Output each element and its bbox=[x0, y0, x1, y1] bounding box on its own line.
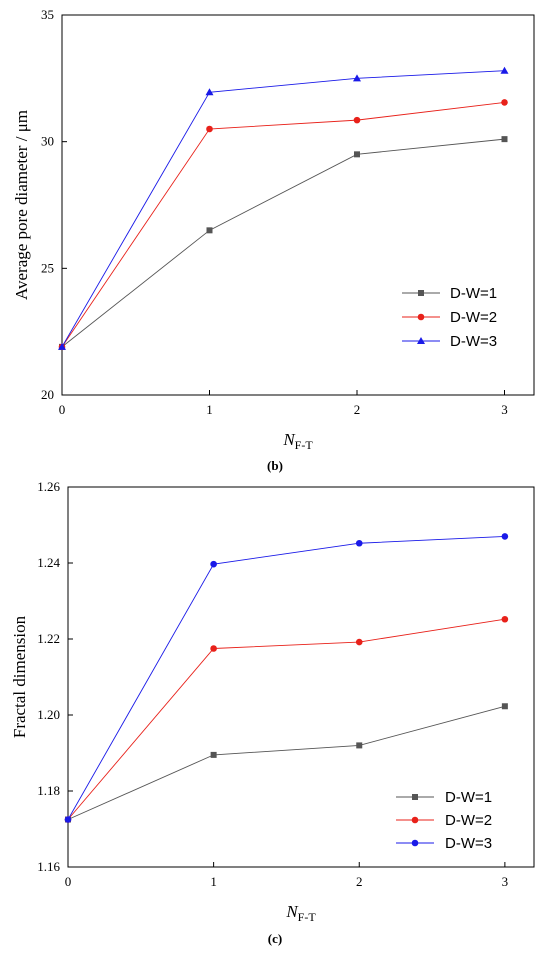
data-point bbox=[355, 638, 363, 646]
x-axis-ticks: 0 1 2 3 bbox=[59, 390, 508, 417]
y-tick-label: 20 bbox=[41, 387, 54, 402]
legend-item: D-W=2 bbox=[396, 812, 492, 829]
series-line bbox=[67, 705, 505, 820]
data-point bbox=[206, 227, 213, 234]
x-tick-label: 0 bbox=[59, 402, 66, 417]
x-tick-label: 0 bbox=[65, 874, 72, 889]
y-tick-label: 30 bbox=[41, 134, 54, 149]
y-tick-label: 1.18 bbox=[37, 783, 60, 798]
data-point bbox=[501, 99, 508, 106]
legend-marker bbox=[412, 794, 418, 800]
data-point bbox=[356, 742, 363, 749]
x-tick-label: 1 bbox=[210, 874, 217, 889]
y-tick-label: 35 bbox=[41, 7, 54, 22]
data-point bbox=[355, 539, 363, 547]
series-line bbox=[61, 70, 505, 348]
legend-marker bbox=[417, 337, 425, 344]
plot-frame bbox=[67, 486, 535, 868]
plot-frame bbox=[61, 14, 535, 396]
chart-panel-b: 20 25 30 35 0 1 2 3 Average pore diameter / μm… bbox=[12, 7, 535, 473]
series-1 bbox=[65, 703, 508, 823]
chart-panel-c: 1.16 1.18 1.20 1.22 1.24 1.26 0 1 2 3 Fractal di… bbox=[10, 479, 535, 946]
legend-item: D-W=3 bbox=[396, 835, 492, 852]
legend-marker bbox=[411, 839, 419, 847]
data-point bbox=[210, 751, 217, 758]
x-tick-label: 3 bbox=[502, 874, 509, 889]
series-group bbox=[64, 533, 509, 823]
legend-label: D-W=1 bbox=[450, 285, 497, 302]
series-group bbox=[58, 66, 509, 351]
x-axis-title-main: N bbox=[282, 430, 296, 449]
y-axis-ticks: 1.16 1.18 1.20 1.22 1.24 1.26 bbox=[37, 479, 73, 874]
x-axis-title: NF-T bbox=[282, 430, 313, 452]
legend-marker bbox=[411, 816, 419, 824]
y-tick-label: 1.16 bbox=[37, 859, 60, 874]
series-1 bbox=[59, 136, 508, 350]
data-point bbox=[64, 816, 72, 823]
legend-item: D-W=2 bbox=[402, 309, 497, 326]
y-axis-ticks: 20 25 30 35 bbox=[41, 7, 67, 402]
legend-item: D-W=1 bbox=[402, 285, 497, 302]
legend-label: D-W=1 bbox=[445, 789, 492, 806]
y-tick-label: 1.26 bbox=[37, 479, 60, 494]
legend-item: D-W=3 bbox=[402, 333, 497, 350]
y-tick-label: 1.20 bbox=[37, 707, 60, 722]
x-axis-title-sub: F-T bbox=[295, 438, 314, 452]
x-tick-label: 2 bbox=[356, 874, 363, 889]
series-line bbox=[67, 618, 505, 820]
x-axis-ticks: 0 1 2 3 bbox=[65, 862, 508, 889]
x-axis-title: NF-T bbox=[285, 902, 316, 924]
legend-marker bbox=[418, 290, 424, 296]
data-point bbox=[501, 136, 508, 143]
y-axis-title: Average pore diameter / μm bbox=[12, 110, 31, 300]
series-2 bbox=[64, 615, 509, 823]
panel-label: (b) bbox=[267, 458, 283, 473]
legend-label: D-W=2 bbox=[450, 309, 497, 326]
legend-label: D-W=3 bbox=[450, 333, 497, 350]
legend: D-W=1 D-W=2 D-W=3 bbox=[396, 789, 492, 852]
panel-label: (c) bbox=[268, 931, 282, 946]
legend-label: D-W=2 bbox=[445, 812, 492, 829]
legend: D-W=1 D-W=2 D-W=3 bbox=[402, 285, 497, 350]
series-line bbox=[61, 101, 505, 348]
series-2 bbox=[58, 99, 508, 351]
data-point bbox=[353, 116, 361, 124]
x-tick-label: 3 bbox=[501, 402, 508, 417]
data-point bbox=[501, 703, 508, 710]
data-point bbox=[354, 151, 360, 158]
y-tick-label: 25 bbox=[41, 260, 54, 275]
x-axis-title-sub: F-T bbox=[298, 910, 317, 924]
data-point bbox=[501, 615, 509, 623]
x-tick-label: 1 bbox=[206, 402, 213, 417]
legend-label: D-W=3 bbox=[445, 835, 492, 852]
series-line bbox=[67, 535, 505, 820]
x-axis-title-main: N bbox=[285, 902, 299, 921]
series-3 bbox=[64, 533, 509, 823]
data-point bbox=[210, 645, 217, 652]
data-point bbox=[58, 342, 66, 350]
x-tick-label: 2 bbox=[354, 402, 361, 417]
y-tick-label: 1.22 bbox=[37, 631, 60, 646]
series-line bbox=[61, 138, 505, 348]
series-3 bbox=[58, 66, 509, 350]
legend-item: D-W=1 bbox=[396, 789, 492, 806]
y-tick-label: 1.24 bbox=[37, 555, 60, 570]
legend-marker bbox=[417, 313, 425, 321]
y-axis-title: Fractal dimension bbox=[10, 615, 29, 738]
data-point bbox=[205, 88, 214, 96]
data-point bbox=[501, 533, 509, 540]
data-point bbox=[353, 74, 361, 82]
data-point bbox=[206, 125, 213, 133]
data-point bbox=[210, 560, 217, 568]
data-point bbox=[500, 66, 509, 74]
